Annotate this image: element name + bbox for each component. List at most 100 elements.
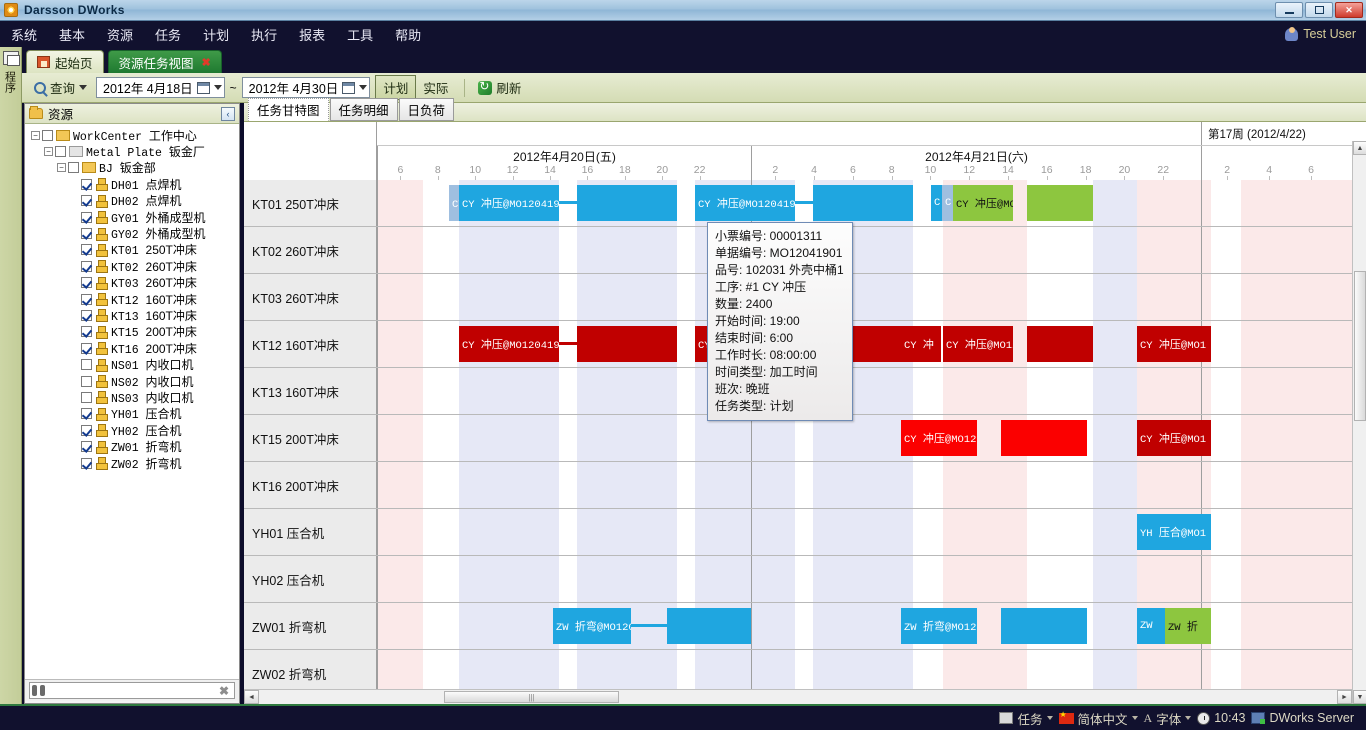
gantt-row[interactable]: KT01 250T冲床CY 冲压@MO12041901CY 冲压@MO12041… xyxy=(244,180,1352,227)
tree-item-dh02[interactable]: DH02 点焊机 xyxy=(25,193,239,209)
tree-item-gy02[interactable]: GY02 外桶成型机 xyxy=(25,225,239,242)
gantt-task-bar[interactable] xyxy=(577,326,677,362)
gantt-row[interactable]: YH02 压合机 xyxy=(244,556,1352,603)
menu-item-task[interactable]: 任务 xyxy=(155,27,182,43)
tree-checkbox[interactable] xyxy=(81,195,92,207)
menu-item-system[interactable]: 系统 xyxy=(11,27,38,43)
chevron-down-icon[interactable] xyxy=(1131,716,1138,720)
tree-checkbox[interactable] xyxy=(81,244,92,256)
tree-item-kt15[interactable]: KT15 200T冲床 xyxy=(25,324,239,340)
gantt-row-track[interactable]: CY 冲压@MO12041903 CY 冲压@MO1 xyxy=(377,415,1352,461)
gantt-row-track[interactable] xyxy=(377,462,1352,508)
query-button[interactable]: 查询 xyxy=(30,76,91,99)
gantt-row[interactable]: ZW02 折弯机 xyxy=(244,650,1352,696)
gantt-task-bar[interactable] xyxy=(1027,326,1093,362)
gantt-task-bar[interactable] xyxy=(577,185,677,221)
gantt-row[interactable]: KT15 200T冲床 CY 冲压@MO12041903 CY 冲压@MO1 xyxy=(244,415,1352,462)
gantt-row-track[interactable] xyxy=(377,274,1352,320)
close-icon[interactable]: ✕ xyxy=(1335,2,1363,18)
tree-expander-icon[interactable]: − xyxy=(31,130,40,140)
tree-item-ns03[interactable]: NS03 内收口机 xyxy=(25,389,239,406)
tree-checkbox[interactable] xyxy=(68,162,79,174)
scroll-right-icon[interactable]: ► xyxy=(1337,690,1352,704)
chevron-down-icon[interactable] xyxy=(79,85,88,90)
tree-checkbox[interactable] xyxy=(81,260,92,272)
vscroll-thumb[interactable] xyxy=(1354,271,1366,421)
clear-filter-icon[interactable]: ✖ xyxy=(218,683,229,698)
tree-checkbox[interactable] xyxy=(81,277,92,289)
tree-item-ns02[interactable]: NS02 内收口机 xyxy=(25,373,239,390)
tree-item-yh02[interactable]: YH02 压合机 xyxy=(25,422,239,439)
collapse-panel-button[interactable]: ‹ xyxy=(221,106,235,121)
tree-checkbox[interactable] xyxy=(81,391,92,403)
gantt-row[interactable]: YH01 压合机 YH 压合@MO1 xyxy=(244,509,1352,556)
tree-item-yh01[interactable]: YH01 压合机 xyxy=(25,406,239,422)
tree-item-kt02[interactable]: KT02 260T冲床 xyxy=(25,258,239,275)
tree-checkbox[interactable] xyxy=(81,293,92,305)
left-dock-strip[interactable]: 程序 xyxy=(0,47,22,704)
tree-checkbox[interactable] xyxy=(81,408,92,420)
tab-resource-task-view[interactable]: 资源任务视图 ✖ xyxy=(107,50,222,73)
gantt-task-bar[interactable] xyxy=(1001,608,1087,644)
gantt-task-bar[interactable] xyxy=(813,185,913,221)
hscroll-thumb[interactable]: ||| xyxy=(444,691,619,703)
gantt-task-bar[interactable]: CY 冲压@MO12041901 xyxy=(459,185,559,221)
tree-item-kt13[interactable]: KT13 160T冲床 xyxy=(25,307,239,324)
tree-checkbox[interactable] xyxy=(81,375,92,387)
gantt-row-track[interactable]: CY 冲压@MO12041901CY 冲压@MO12041901CY 冲压@MO… xyxy=(377,180,1352,226)
tree-checkbox[interactable] xyxy=(81,424,92,436)
date-from-field[interactable]: 2012年 4月18日 xyxy=(96,77,225,98)
tree-checkbox[interactable] xyxy=(81,228,92,240)
mode-actual-button[interactable]: 实际 xyxy=(423,82,449,96)
tree-item-kt16[interactable]: KT16 200T冲床 xyxy=(25,340,239,357)
tree-item-workcenter[interactable]: − WorkCenter 工作中心 xyxy=(25,127,239,144)
gantt-task-bar[interactable]: CY 冲压@MO12041904 xyxy=(943,326,1013,362)
status-server[interactable]: DWorks Server xyxy=(1251,711,1354,725)
chevron-down-icon[interactable] xyxy=(359,85,368,90)
chevron-down-icon[interactable] xyxy=(213,85,222,90)
gantt-task-bar[interactable]: CY 冲压@MO12041901 xyxy=(449,185,459,221)
gantt-row-track[interactable] xyxy=(377,650,1352,696)
gantt-task-bar[interactable]: YH 压合@MO1 xyxy=(1137,514,1211,550)
current-user[interactable]: Test User xyxy=(1285,26,1366,41)
scroll-left-icon[interactable]: ◄ xyxy=(244,690,259,704)
tree-expander-icon[interactable]: − xyxy=(57,163,66,173)
status-task[interactable]: 任务 xyxy=(999,709,1053,728)
chevron-down-icon[interactable] xyxy=(1185,716,1192,720)
gantt-task-bar[interactable] xyxy=(667,608,751,644)
chevron-down-icon[interactable] xyxy=(1046,716,1053,720)
refresh-button[interactable]: 刷新 xyxy=(474,76,525,99)
gantt-task-bar[interactable]: CY 冲压@MO12041902 xyxy=(953,185,1013,221)
gantt-vertical-scrollbar[interactable]: ▲ ▼ xyxy=(1352,141,1366,704)
status-language[interactable]: 简体中文 xyxy=(1058,709,1138,728)
gantt-horizontal-scrollbar[interactable]: ◄ ||| ► xyxy=(244,689,1352,704)
gantt-rows[interactable]: KT01 250T冲床CY 冲压@MO12041901CY 冲压@MO12041… xyxy=(244,180,1352,696)
tree-checkbox[interactable] xyxy=(81,178,92,190)
mode-plan-button[interactable]: 计划 xyxy=(375,75,417,100)
tab-home[interactable]: 起始页 xyxy=(26,50,104,73)
gantt-task-bar[interactable]: ZW 折 xyxy=(1165,608,1211,644)
tree-item-kt01[interactable]: KT01 250T冲床 xyxy=(25,242,239,258)
gantt-task-bar[interactable]: C xyxy=(942,185,953,221)
gantt-row-track[interactable] xyxy=(377,556,1352,602)
menu-item-report[interactable]: 报表 xyxy=(299,27,326,43)
tree-checkbox[interactable] xyxy=(81,441,92,453)
subtab-detail[interactable]: 任务明细 xyxy=(329,98,398,121)
scroll-down-icon[interactable]: ▼ xyxy=(1353,690,1366,704)
minimize-icon[interactable] xyxy=(1275,2,1303,18)
gantt-task-bar[interactable]: CY 冲压@MO12041901 xyxy=(695,185,795,221)
tree-checkbox[interactable] xyxy=(81,342,92,354)
gantt-task-bar[interactable]: CY 冲 xyxy=(901,326,941,362)
calendar-icon[interactable] xyxy=(196,81,210,94)
gantt-task-bar[interactable]: C xyxy=(931,185,942,221)
gantt-task-bar[interactable]: ZW 折弯@MO12041901 xyxy=(553,608,631,644)
gantt-row-track[interactable]: CY 冲压@MO12041904 CY 冲压@MO12041904 CY 冲 CY 冲… xyxy=(377,321,1352,367)
gantt-task-bar[interactable] xyxy=(1027,185,1093,221)
maximize-icon[interactable] xyxy=(1305,2,1333,18)
gantt-row[interactable]: KT16 200T冲床 xyxy=(244,462,1352,509)
gantt-task-bar[interactable]: CY 冲压@MO1 xyxy=(1137,326,1211,362)
subtab-dayload[interactable]: 日负荷 xyxy=(398,98,455,121)
gantt-task-bar[interactable]: CY 冲压@MO1 xyxy=(1137,420,1211,456)
